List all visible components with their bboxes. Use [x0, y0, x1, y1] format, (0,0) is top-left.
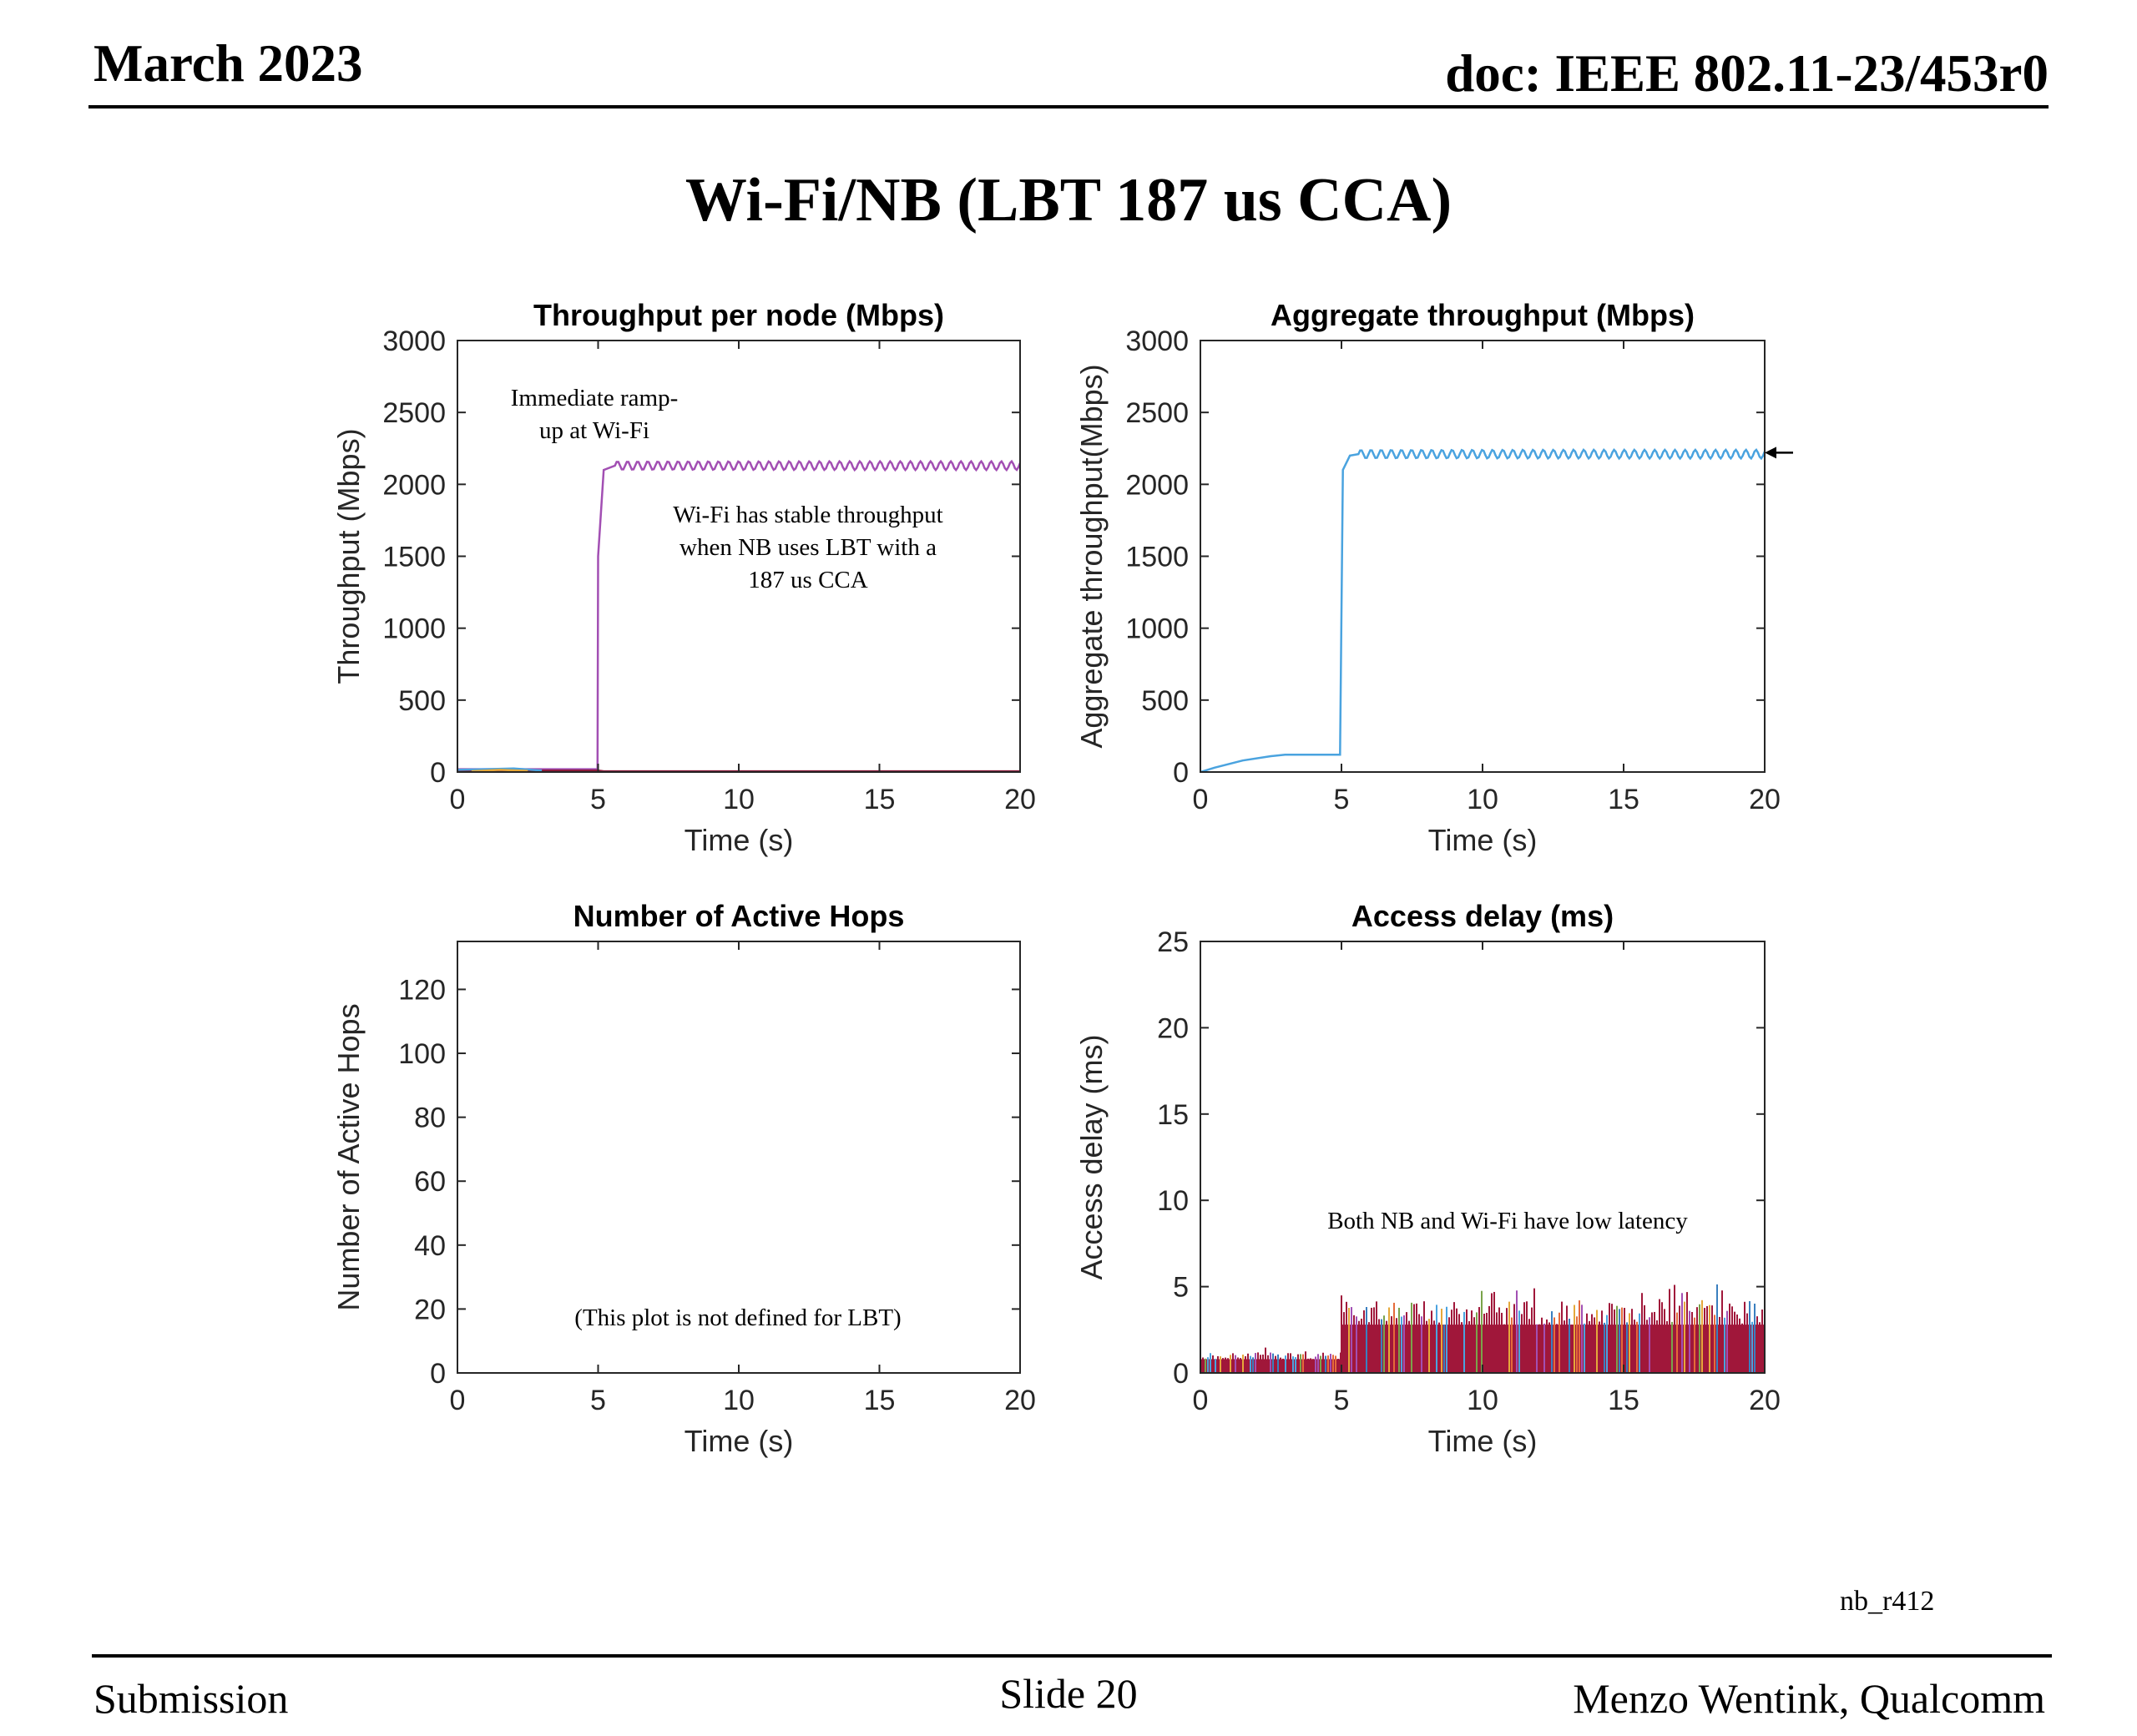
series-line-2: [457, 767, 543, 772]
x-tick-label: 15: [864, 1385, 896, 1416]
plot-area: [1200, 1284, 1765, 1373]
annotation-line: (This plot is not defined for LBT): [574, 1305, 901, 1331]
y-tick-label: 100: [398, 1038, 446, 1070]
y-tick-label: 40: [414, 1230, 446, 1262]
annotation: Wi-Fi has stable throughput when NB uses …: [673, 502, 942, 593]
x-tick-label: 5: [590, 784, 606, 815]
x-axis-label: Time (s): [1428, 823, 1538, 857]
annotation: Immediate ramp-up at Wi-Fi: [511, 385, 679, 444]
y-tick-label: 2000: [1125, 469, 1189, 501]
plot-tag: nb_r412: [1840, 1586, 1935, 1617]
annotation-line: up at Wi-Fi: [539, 417, 649, 444]
chart-title: Aggregate throughput (Mbps): [1271, 298, 1695, 332]
annotation-line: Wi-Fi has stable throughput: [673, 502, 942, 528]
y-tick-label: 3000: [382, 326, 446, 357]
y-tick-label: 0: [430, 757, 446, 789]
x-axis-label: Time (s): [685, 823, 794, 857]
x-tick-label: 15: [864, 784, 896, 815]
slide-title: Wi-Fi/NB (LBT 187 us CCA): [685, 166, 1452, 235]
y-tick-label: 80: [414, 1103, 446, 1134]
x-tick-label: 15: [1608, 1385, 1639, 1416]
y-tick-label: 1500: [1125, 542, 1189, 573]
y-tick-label: 500: [398, 685, 446, 717]
x-axis-label: Time (s): [685, 1424, 794, 1458]
y-tick-label: 2000: [382, 469, 446, 501]
x-tick-label: 20: [1004, 1385, 1036, 1416]
y-tick-label: 15: [1157, 1099, 1189, 1131]
x-tick-label: 10: [1467, 784, 1498, 815]
y-tick-label: 3000: [1125, 326, 1189, 357]
y-tick-label: 60: [414, 1166, 446, 1198]
y-tick-label: 0: [1173, 1358, 1189, 1390]
x-tick-label: 20: [1749, 1385, 1781, 1416]
footer-author: Menzo Wentink, Qualcomm: [1573, 1675, 2045, 1722]
annotation: Both NB and Wi-Fi have low latency: [1327, 1208, 1688, 1234]
x-tick-label: 10: [723, 784, 755, 815]
annotation-line: Both NB and Wi-Fi have low latency: [1327, 1208, 1688, 1234]
footer-slide-number: Slide 20: [999, 1670, 1138, 1717]
x-tick-label: 10: [1467, 1385, 1498, 1416]
annotation-line: when NB uses LBT with a: [679, 534, 937, 561]
footer-submission: Submission: [93, 1675, 289, 1722]
chart-agg: Aggregate throughput (Mbps) 0 5 10 15 20 0 500 1…: [1074, 298, 1793, 857]
chart-title: Access delay (ms): [1351, 899, 1614, 933]
plot-area: [1200, 447, 1765, 772]
y-axis-label: Aggregate throughput(Mbps): [1074, 364, 1109, 748]
arrow-marker-head: [1765, 447, 1776, 459]
x-tick-label: 10: [723, 1385, 755, 1416]
x-tick-label: 5: [1334, 784, 1350, 815]
footer-rule: [92, 1654, 2052, 1658]
delay-block-1: [1341, 1325, 1765, 1373]
header-rule: [88, 105, 2049, 108]
series-line-3: [471, 769, 528, 772]
header-doc-id: doc: IEEE 802.11-23/453r0: [1445, 44, 2049, 103]
series-line-0: [1200, 447, 1765, 772]
y-tick-label: 0: [1173, 757, 1189, 789]
annotation-line: Immediate ramp-: [511, 385, 679, 411]
x-tick-label: 5: [590, 1385, 606, 1416]
y-tick-label: 10: [1157, 1185, 1189, 1217]
y-tick-label: 500: [1141, 685, 1189, 717]
chart-title: Throughput per node (Mbps): [533, 298, 944, 332]
x-tick-label: 5: [1334, 1385, 1350, 1416]
x-tick-label: 15: [1608, 784, 1639, 815]
delay-spikes-0: [1200, 1347, 1341, 1373]
y-tick-label: 20: [414, 1294, 446, 1325]
y-tick-label: 1500: [382, 542, 446, 573]
annotation-line: 187 us CCA: [748, 567, 867, 593]
x-tick-label: 20: [1004, 784, 1036, 815]
header-date: March 2023: [93, 34, 363, 93]
x-tick-label: 0: [450, 784, 466, 815]
y-axis-label: Access delay (ms): [1074, 1034, 1109, 1279]
y-tick-label: 0: [430, 1358, 446, 1390]
x-tick-label: 0: [1193, 784, 1209, 815]
chart-hops: Number of Active Hops 0 5 10 15 20 0 20 40 60 80 10…: [331, 899, 1036, 1458]
chart-title: Number of Active Hops: [573, 899, 905, 933]
annotation: (This plot is not defined for LBT): [574, 1305, 901, 1331]
axes-box: [1200, 340, 1766, 773]
y-tick-label: 1000: [382, 613, 446, 645]
series-line-0: [457, 459, 1020, 770]
chart-delay: Access delay (ms) 0 5 10 15 20 0 5 10 15 20 25 Time …: [1074, 899, 1781, 1458]
y-tick-label: 5: [1173, 1272, 1189, 1304]
y-tick-label: 2500: [382, 397, 446, 429]
y-axis-label: Throughput (Mbps): [331, 428, 366, 684]
delay-spikes-1: [1341, 1284, 1763, 1373]
x-axis-label: Time (s): [1428, 1424, 1538, 1458]
y-tick-label: 1000: [1125, 613, 1189, 645]
y-tick-label: 2500: [1125, 397, 1189, 429]
x-tick-label: 0: [1193, 1385, 1209, 1416]
chart-tp: Throughput per node (Mbps) 0 5 10 15 20 0 500 10…: [331, 298, 1036, 857]
y-tick-label: 25: [1157, 926, 1189, 958]
y-tick-label: 20: [1157, 1012, 1189, 1044]
x-tick-label: 20: [1749, 784, 1781, 815]
y-axis-label: Number of Active Hops: [331, 1003, 366, 1310]
x-tick-label: 0: [450, 1385, 466, 1416]
y-tick-label: 120: [398, 974, 446, 1006]
